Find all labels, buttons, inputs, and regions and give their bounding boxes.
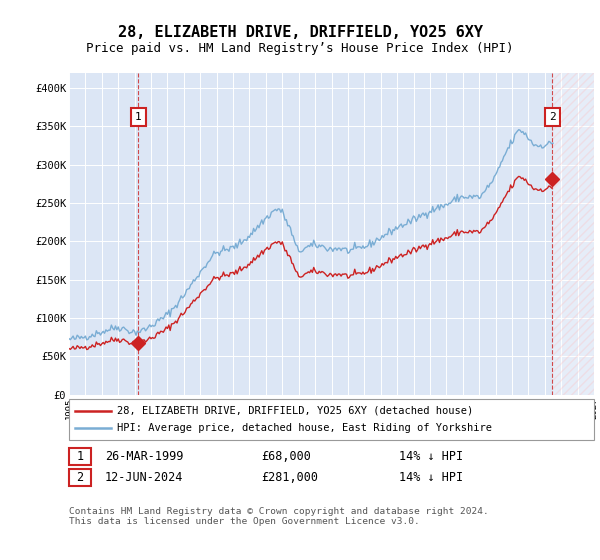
Text: 28, ELIZABETH DRIVE, DRIFFIELD, YO25 6XY (detached house): 28, ELIZABETH DRIVE, DRIFFIELD, YO25 6XY…	[117, 405, 473, 416]
Text: 12-JUN-2024: 12-JUN-2024	[105, 470, 184, 484]
Text: HPI: Average price, detached house, East Riding of Yorkshire: HPI: Average price, detached house, East…	[117, 423, 492, 433]
Text: 14% ↓ HPI: 14% ↓ HPI	[399, 450, 463, 463]
Text: 2: 2	[549, 112, 556, 122]
Text: 14% ↓ HPI: 14% ↓ HPI	[399, 470, 463, 484]
Text: 26-MAR-1999: 26-MAR-1999	[105, 450, 184, 463]
Text: Price paid vs. HM Land Registry’s House Price Index (HPI): Price paid vs. HM Land Registry’s House …	[86, 42, 514, 55]
Text: 28, ELIZABETH DRIVE, DRIFFIELD, YO25 6XY: 28, ELIZABETH DRIVE, DRIFFIELD, YO25 6XY	[118, 25, 482, 40]
Text: 2: 2	[76, 470, 83, 484]
Text: £68,000: £68,000	[261, 450, 311, 463]
Bar	[553, 73, 594, 395]
Text: Contains HM Land Registry data © Crown copyright and database right 2024.
This d: Contains HM Land Registry data © Crown c…	[69, 507, 489, 526]
Text: £281,000: £281,000	[261, 470, 318, 484]
Text: 1: 1	[135, 112, 142, 122]
Text: 1: 1	[76, 450, 83, 463]
